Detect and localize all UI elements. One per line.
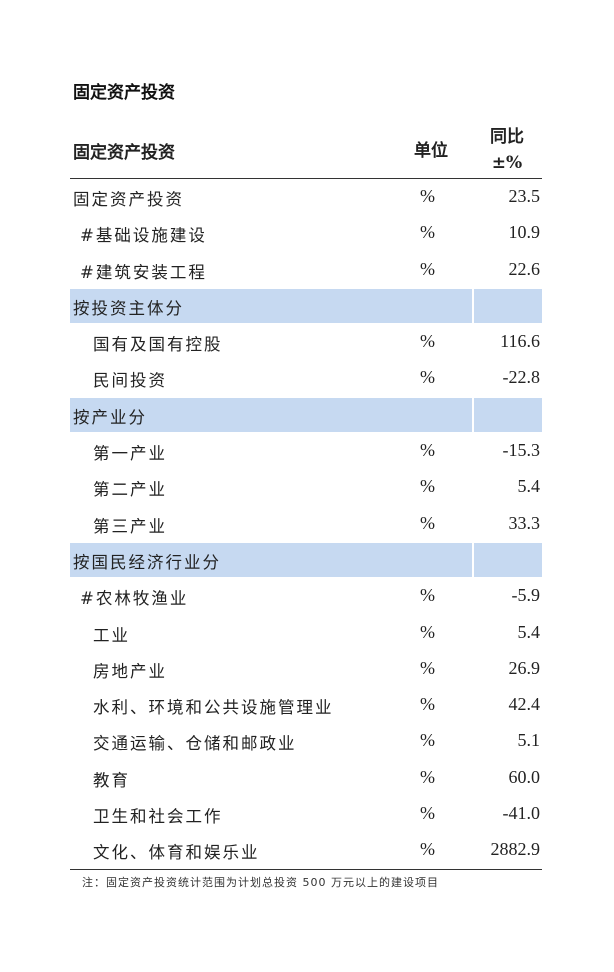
section-background	[474, 288, 542, 323]
row-value: -5.9	[511, 585, 541, 606]
row-label: #建筑安装工程	[80, 262, 207, 282]
section-background	[70, 288, 472, 323]
row-value: 22.6	[508, 258, 541, 279]
row-value: 23.5	[508, 186, 541, 206]
section-row: 按投资主体分	[70, 288, 542, 324]
section-background	[70, 397, 472, 432]
row-value: 33.3	[508, 512, 541, 533]
row-value: -22.8	[502, 367, 541, 388]
row-unit: %	[420, 331, 435, 352]
row-unit: %	[420, 258, 435, 279]
table-row: 卫生和社会工作% -41.0	[70, 796, 542, 832]
row-value: 116.6	[500, 331, 540, 352]
row-value: 10.9	[508, 222, 541, 243]
row-unit: %	[420, 585, 435, 606]
section-background	[70, 542, 472, 577]
table-row: 国有及国有控股% 116.6	[70, 324, 542, 360]
table-row: #基础设施建设% 10.9	[70, 215, 542, 251]
row-label: 固定资产投资	[73, 190, 184, 209]
table-row: 第一产业% -15.3	[70, 433, 542, 469]
row-label: 交通运输、仓储和邮政业	[93, 734, 297, 754]
investment-table: 固定资产投资 单位 同比 ±% 固定资产投资% 23.5 #基础设施建设% 10.9 #…	[70, 118, 542, 870]
table-row: 交通运输、仓储和邮政业% 5.1	[70, 723, 542, 759]
table-row: 固定资产投资% 23.5	[70, 179, 542, 215]
row-value: 42.4	[508, 694, 541, 715]
header-yoy-line1: 同比	[490, 127, 524, 147]
footnote: 注：固定资产投资统计范围为计划总投资 500 万元以上的建设项目	[82, 876, 439, 889]
row-unit: %	[420, 766, 435, 787]
row-unit: %	[420, 694, 435, 715]
row-unit: %	[420, 657, 435, 678]
row-value: 5.4	[517, 476, 541, 497]
table-row: 第三产业% 33.3	[70, 506, 542, 542]
table-row: 工业% 5.4	[70, 615, 542, 651]
row-unit: %	[420, 512, 435, 533]
section-background	[474, 397, 542, 432]
table-row: 文化、体育和娱乐业% 2882.9	[70, 832, 542, 868]
row-label: 房地产业	[93, 661, 167, 681]
header-yoy: 同比 ±%	[490, 124, 524, 176]
row-label: 第三产业	[93, 516, 167, 536]
row-unit: %	[420, 621, 435, 642]
table-body: 固定资产投资% 23.5 #基础设施建设% 10.9 #建筑安装工程% 22.6 按投资主体…	[70, 179, 542, 869]
page-title: 固定资产投资	[73, 83, 175, 103]
row-label: 文化、体育和娱乐业	[93, 843, 260, 863]
row-value: -15.3	[502, 440, 541, 461]
row-label: 第一产业	[93, 444, 167, 464]
header-yoy-line2: ±%	[491, 153, 523, 173]
row-label: #基础设施建设	[80, 226, 207, 246]
table-row: 民间投资% -22.8	[70, 360, 542, 396]
section-background	[474, 542, 542, 577]
table-bottom-rule	[70, 868, 542, 870]
header-unit: 单位	[414, 141, 448, 161]
row-label: #农林牧渔业	[80, 589, 189, 609]
row-unit: %	[420, 839, 435, 860]
row-value: 5.1	[517, 730, 541, 751]
table-row: #建筑安装工程% 22.6	[70, 252, 542, 288]
row-value: 5.4	[517, 621, 541, 642]
row-label: 第二产业	[93, 480, 167, 500]
row-unit: %	[420, 476, 435, 497]
row-label: 民间投资	[93, 371, 167, 391]
table-row: 水利、环境和公共设施管理业% 42.4	[70, 687, 542, 723]
row-value: 60.0	[508, 766, 541, 787]
section-row: 按产业分	[70, 397, 542, 433]
row-unit: %	[420, 803, 435, 824]
header-name: 固定资产投资	[73, 143, 175, 163]
row-label: 国有及国有控股	[93, 335, 223, 355]
row-label: 水利、环境和公共设施管理业	[93, 698, 334, 718]
table-row: #农林牧渔业% -5.9	[70, 578, 542, 614]
table-row: 房地产业% 26.9	[70, 651, 542, 687]
row-unit: %	[420, 440, 435, 461]
row-label: 按产业分	[73, 407, 147, 427]
row-value: 2882.9	[490, 839, 541, 860]
table-row: 第二产业% 5.4	[70, 469, 542, 505]
row-unit: %	[420, 367, 435, 388]
row-unit: %	[420, 222, 435, 243]
row-label: 按投资主体分	[73, 298, 184, 318]
row-label: 教育	[93, 770, 130, 790]
table-header: 固定资产投资 单位 同比 ±%	[70, 118, 542, 179]
row-label: 按国民经济行业分	[73, 552, 221, 572]
row-value: 26.9	[508, 657, 541, 678]
row-unit: %	[420, 186, 435, 206]
table-row: 教育% 60.0	[70, 760, 542, 796]
row-label: 工业	[93, 625, 130, 645]
row-label: 卫生和社会工作	[93, 807, 223, 827]
section-row: 按国民经济行业分	[70, 542, 542, 578]
row-value: -41.0	[502, 803, 541, 824]
row-unit: %	[420, 730, 435, 751]
